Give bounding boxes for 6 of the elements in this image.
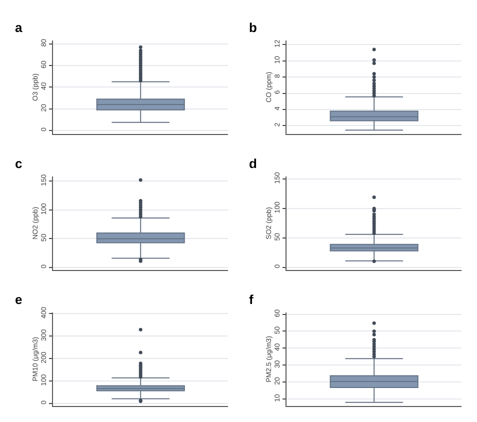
- chart-title: b: [249, 20, 257, 35]
- chart-title: c: [15, 156, 22, 171]
- chart-title: d: [249, 156, 257, 171]
- chart-title: e: [15, 292, 22, 307]
- chart-title: a: [15, 20, 23, 35]
- chart-title: f: [249, 292, 254, 307]
